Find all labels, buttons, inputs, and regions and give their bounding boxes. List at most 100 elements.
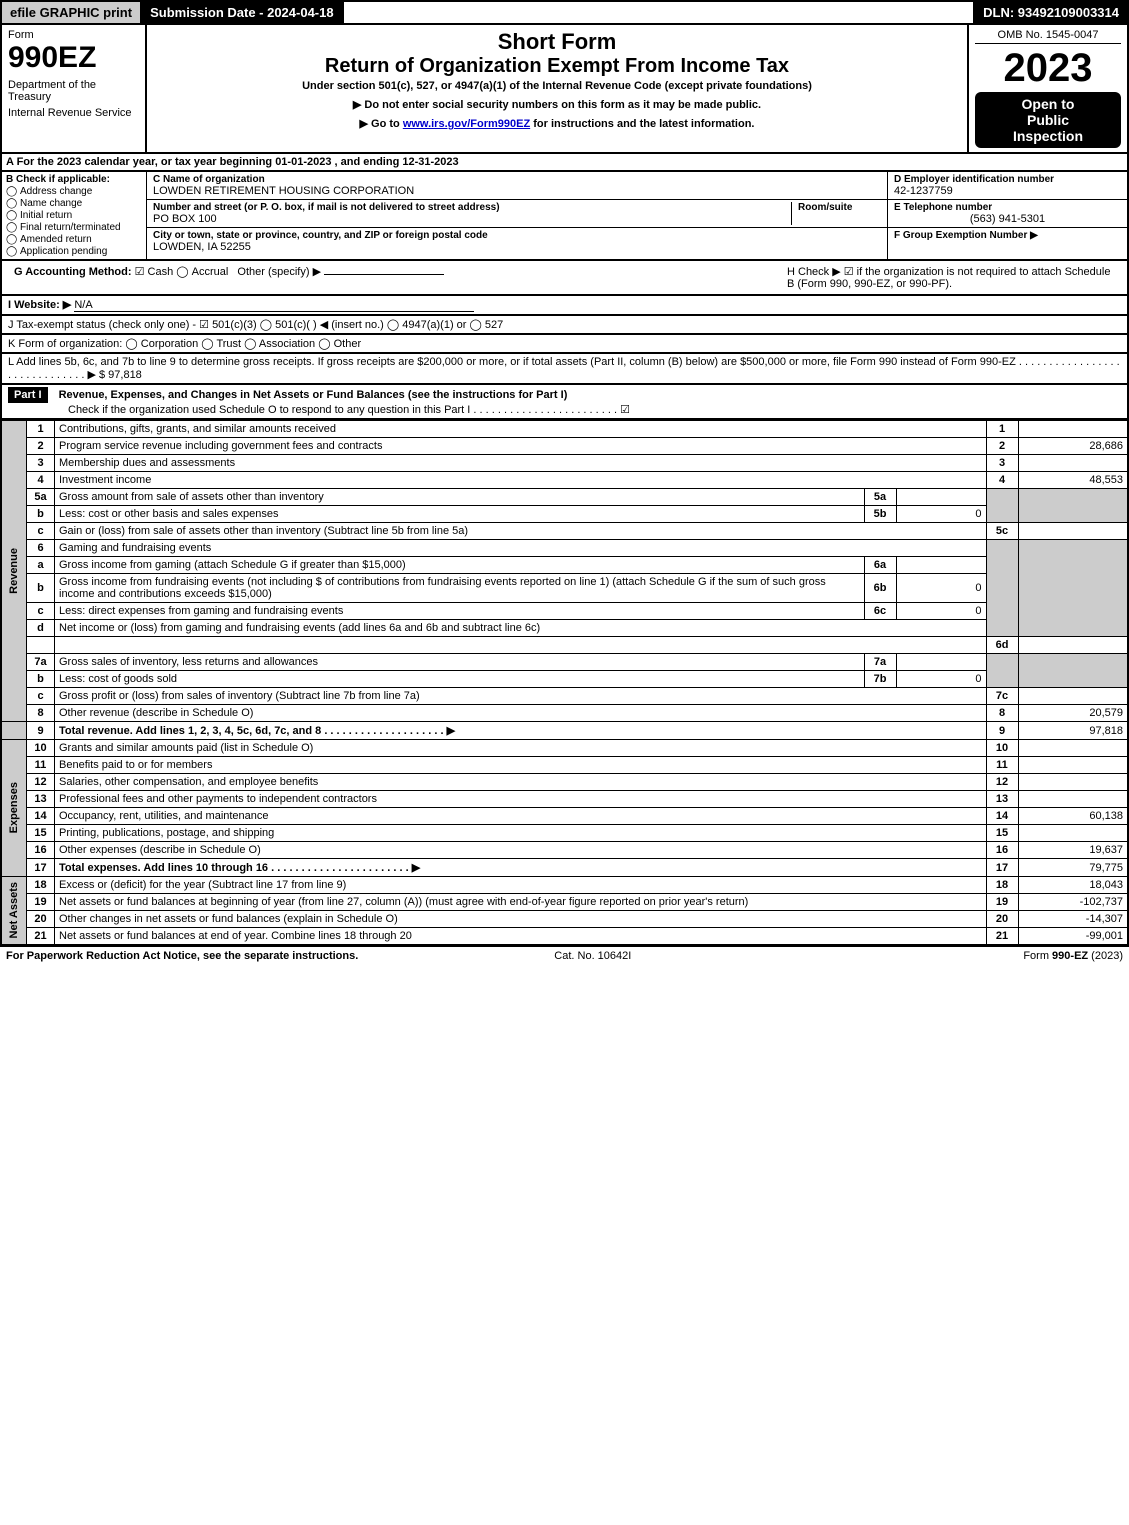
line-14-desc: Occupancy, rent, utilities, and maintena… [55,808,987,825]
line-11-desc: Benefits paid to or for members [55,757,987,774]
line-17-val: 79,775 [1018,859,1128,877]
line-7b-desc: Less: cost of goods sold [55,671,865,688]
c-city-label: City or town, state or province, country… [153,230,881,241]
line-4-desc: Investment income [55,472,987,489]
line-6c-desc: Less: direct expenses from gaming and fu… [55,603,865,620]
section-def: D Employer identification number 42-1237… [887,172,1127,259]
section-j: J Tax-exempt status (check only one) - ☑… [0,316,1129,335]
irs-link[interactable]: www.irs.gov/Form990EZ [403,118,530,130]
line-5b-desc: Less: cost or other basis and sales expe… [55,506,865,523]
dept-treasury: Department of the Treasury [8,79,139,103]
form-header: Form 990EZ Department of the Treasury In… [0,25,1129,154]
telephone: (563) 941-5301 [894,213,1121,225]
line-7c-desc: Gross profit or (loss) from sales of inv… [55,688,987,705]
line-8-val: 20,579 [1018,705,1128,722]
chk-name[interactable]: ◯ Name change [6,198,142,209]
chk-amended[interactable]: ◯ Amended return [6,234,142,245]
c-room-label: Room/suite [798,202,881,213]
footer-left: For Paperwork Reduction Act Notice, see … [6,950,358,962]
line-18-val: 18,043 [1018,877,1128,894]
line-12-desc: Salaries, other compensation, and employ… [55,774,987,791]
l-text: L Add lines 5b, 6c, and 7b to line 9 to … [8,356,1120,381]
chk-initial[interactable]: ◯ Initial return [6,210,142,221]
title-short-form: Short Form [155,29,959,55]
top-bar: efile GRAPHIC print Submission Date - 20… [0,0,1129,25]
footer: For Paperwork Reduction Act Notice, see … [0,946,1129,965]
line-13-desc: Professional fees and other payments to … [55,791,987,808]
line-5a-desc: Gross amount from sale of assets other t… [55,489,865,506]
part-i-header: Part I Revenue, Expenses, and Changes in… [0,385,1129,420]
open-to-public: Open to Public Inspection [975,92,1121,148]
line-7b-val: 0 [896,671,986,688]
line-5b-val: 0 [896,506,986,523]
g-other: Other (specify) ▶ [237,266,321,278]
line-6b-val: 0 [896,574,986,603]
i-label: I Website: ▶ [8,299,71,311]
line-2-desc: Program service revenue including govern… [55,438,987,455]
section-k: K Form of organization: ◯ Corporation ◯ … [0,335,1129,354]
submission-date: Submission Date - 2024-04-18 [142,2,344,23]
line-2-val: 28,686 [1018,438,1128,455]
chk-address[interactable]: ◯ Address change [6,186,142,197]
expenses-label: Expenses [6,780,22,835]
footer-mid: Cat. No. 10642I [554,950,631,962]
e-tel-label: E Telephone number [894,202,1121,213]
website: N/A [74,299,474,312]
line-1-desc: Contributions, gifts, grants, and simila… [55,421,987,438]
section-c: C Name of organization LOWDEN RETIREMENT… [147,172,887,259]
instruction-link: ▶ Go to www.irs.gov/Form990EZ for instru… [155,117,959,130]
g-label: G Accounting Method: [14,266,132,278]
line-6-desc: Gaming and fundraising events [55,540,987,557]
efile-label: efile GRAPHIC print [2,2,142,23]
form-number: 990EZ [8,41,139,75]
omb-number: OMB No. 1545-0047 [975,29,1121,44]
line-15-desc: Printing, publications, postage, and shi… [55,825,987,842]
line-8-desc: Other revenue (describe in Schedule O) [55,705,987,722]
open-line3: Inspection [977,128,1119,144]
section-l: L Add lines 5b, 6c, and 7b to line 9 to … [0,354,1129,385]
instr-pre: ▶ Go to [360,118,403,130]
line-3-desc: Membership dues and assessments [55,455,987,472]
l-value: 97,818 [108,369,142,381]
revenue-label: Revenue [6,546,22,596]
line-6d-desc: Net income or (loss) from gaming and fun… [55,620,987,637]
part-i-label: Part I [8,387,48,403]
chk-pending[interactable]: ◯ Application pending [6,246,142,257]
line-9-val: 97,818 [1018,722,1128,740]
line-4-val: 48,553 [1018,472,1128,489]
part-i-table: Revenue 1Contributions, gifts, grants, a… [0,420,1129,946]
netassets-label: Net Assets [6,880,22,940]
section-a: A For the 2023 calendar year, or tax yea… [0,154,1129,172]
line-17-desc: Total expenses. Add lines 10 through 16 … [55,859,987,877]
line-20-desc: Other changes in net assets or fund bala… [55,911,987,928]
footer-right: Form 990-EZ (2023) [1023,950,1123,962]
ein: 42-1237759 [894,185,1121,197]
section-h: H Check ▶ ☑ if the organization is not r… [781,263,1121,292]
section-g: G Accounting Method: ☑ Cash ◯ Accrual Ot… [8,263,781,292]
c-name-label: C Name of organization [153,174,881,185]
row-gh: G Accounting Method: ☑ Cash ◯ Accrual Ot… [0,261,1129,296]
line-19-val: -102,737 [1018,894,1128,911]
tax-year: 2023 [975,48,1121,88]
line-20-val: -14,307 [1018,911,1128,928]
b-header: B Check if applicable: [6,174,142,185]
line-14-val: 60,138 [1018,808,1128,825]
line-19-desc: Net assets or fund balances at beginning… [55,894,987,911]
part-i-check: Check if the organization used Schedule … [68,403,1121,416]
section-i: I Website: ▶ N/A [0,296,1129,316]
c-street-label: Number and street (or P. O. box, if mail… [153,202,791,213]
line-16-desc: Other expenses (describe in Schedule O) [55,842,987,859]
line-7a-desc: Gross sales of inventory, less returns a… [55,654,865,671]
d-ein-label: D Employer identification number [894,174,1121,185]
form-label: Form [8,29,139,41]
line-10-desc: Grants and similar amounts paid (list in… [55,740,987,757]
dept-irs: Internal Revenue Service [8,107,139,119]
open-line2: Public [977,112,1119,128]
line-6a-desc: Gross income from gaming (attach Schedul… [55,557,865,574]
line-6b-desc: Gross income from fundraising events (no… [55,574,865,603]
dln: DLN: 93492109003314 [973,2,1127,23]
g-cash: Cash [148,266,174,278]
org-city: LOWDEN, IA 52255 [153,241,881,253]
chk-final[interactable]: ◯ Final return/terminated [6,222,142,233]
g-accrual: Accrual [192,266,229,278]
